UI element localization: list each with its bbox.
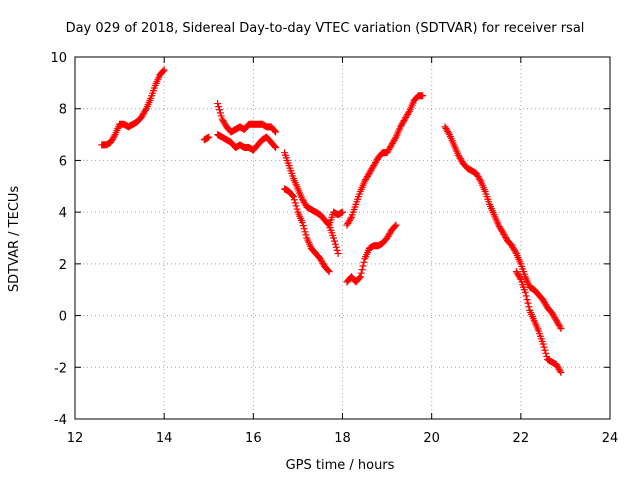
series-arc-10: [441, 123, 565, 332]
data-point: [330, 237, 338, 245]
data-point: [291, 199, 299, 207]
data-point: [331, 240, 339, 248]
data-point: [391, 135, 399, 143]
x-tick-label: 16: [245, 431, 262, 446]
data-point: [522, 292, 530, 300]
data-point: [330, 234, 338, 242]
data-point: [159, 67, 167, 75]
data-point: [216, 109, 224, 117]
x-axis-label: GPS time / hours: [286, 458, 395, 473]
data-point: [289, 192, 297, 200]
y-tick-label: 8: [59, 103, 67, 118]
chart-title: Day 029 of 2018, Sidereal Day-to-day VTE…: [66, 21, 585, 36]
y-tick-label: -2: [54, 361, 67, 376]
data-point: [355, 274, 363, 282]
data-point: [325, 268, 333, 276]
series-arc-11: [512, 268, 565, 376]
data-point: [271, 142, 279, 150]
data-point: [556, 367, 564, 375]
data-point: [272, 144, 280, 151]
series-arc-1: [98, 66, 168, 149]
series-arc-4: [214, 131, 280, 154]
data-point: [542, 349, 550, 357]
y-axis-label: SDTVAR / TECUs: [7, 186, 22, 293]
data-point: [391, 222, 399, 230]
series-arc-3: [214, 100, 280, 136]
series-arc-8: [343, 92, 427, 229]
data-point: [334, 250, 342, 258]
data-point: [359, 262, 367, 270]
y-tick-label: 4: [59, 206, 67, 221]
data-point: [205, 133, 213, 141]
series-arc-9: [343, 221, 400, 286]
x-tick-label: 18: [334, 431, 351, 446]
series-arc-7: [325, 221, 342, 258]
x-tick-label: 14: [156, 431, 173, 446]
data-point: [214, 100, 222, 108]
data-point: [141, 106, 149, 114]
data-point: [293, 205, 301, 213]
data-point: [539, 340, 547, 348]
series-arc-2: [200, 133, 213, 144]
data-point: [357, 269, 365, 277]
data-point: [272, 128, 280, 136]
data-point: [299, 222, 307, 230]
data-point: [521, 288, 529, 296]
data-point: [301, 228, 309, 236]
data-point: [360, 258, 368, 266]
x-tick-label: 24: [602, 431, 619, 446]
data-point: [556, 323, 564, 331]
data-point: [292, 202, 300, 210]
data-point: [271, 127, 279, 135]
x-tick-label: 20: [423, 431, 440, 446]
data-point: [525, 303, 533, 311]
data-point: [557, 368, 565, 376]
data-point: [333, 246, 341, 254]
y-tick-label: 2: [59, 258, 67, 273]
data-point: [215, 103, 223, 111]
data-point: [476, 176, 484, 184]
data-point: [392, 221, 400, 229]
y-tick-label: 6: [59, 154, 67, 169]
data-points: [98, 66, 565, 376]
data-point: [289, 193, 297, 201]
data-point: [339, 208, 346, 216]
data-point: [445, 129, 453, 137]
series-arc-5: [281, 149, 346, 229]
data-point: [404, 109, 412, 117]
data-point: [511, 248, 519, 256]
data-point: [523, 296, 531, 304]
data-point: [543, 352, 551, 360]
series-arc-6: [281, 185, 333, 276]
data-point: [217, 112, 225, 120]
data-point: [300, 225, 308, 233]
y-tick-label: -4: [54, 413, 67, 428]
data-point: [290, 196, 298, 204]
data-point: [419, 92, 427, 100]
data-point: [540, 343, 548, 351]
data-point: [356, 273, 364, 281]
data-point: [541, 346, 549, 354]
x-tick-label: 12: [67, 431, 84, 446]
data-point: [524, 299, 532, 307]
data-point: [302, 231, 310, 239]
grid-lines: [75, 57, 610, 419]
data-point: [516, 274, 524, 282]
y-tick-label: 10: [50, 51, 67, 66]
data-point: [110, 132, 118, 140]
data-point: [324, 267, 332, 275]
data-point: [160, 66, 168, 74]
data-point: [332, 243, 340, 251]
data-point: [215, 106, 223, 114]
data-point: [347, 215, 355, 223]
x-tick-label: 22: [513, 431, 530, 446]
data-point: [298, 218, 306, 226]
data-point: [557, 325, 565, 332]
y-tick-label: 0: [59, 310, 67, 325]
data-point: [358, 266, 366, 274]
